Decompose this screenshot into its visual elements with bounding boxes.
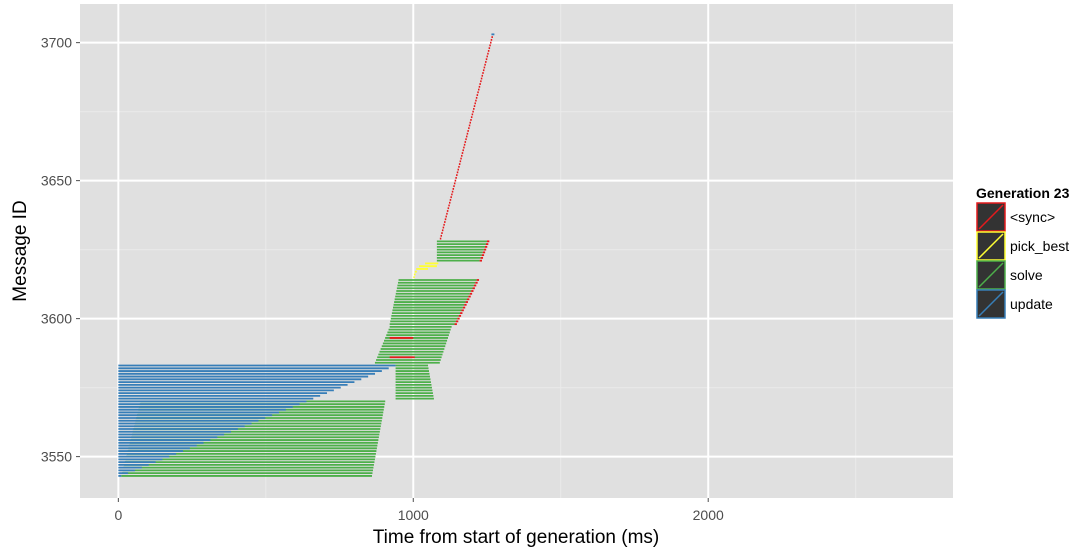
legend-key-line-sync [978, 204, 1004, 230]
legend-key-line-solve [978, 262, 1004, 288]
x-tick-label: 0 [114, 507, 122, 523]
x-tick-label: 1000 [398, 507, 429, 523]
legend-key-line-pick-best [978, 233, 1004, 259]
y-tick-label: 3600 [41, 311, 72, 327]
x-tick-label: 2000 [693, 507, 724, 523]
y-axis-ticks: 3550 3600 3650 3700 [41, 35, 80, 465]
legend-label-sync: <sync> [1010, 209, 1055, 225]
legend-key-line-update [978, 291, 1004, 317]
y-tick-label: 3650 [41, 173, 72, 189]
legend-label-solve: solve [1010, 267, 1043, 283]
y-tick-label: 3550 [41, 449, 72, 465]
y-tick-label: 3700 [41, 35, 72, 51]
legend-label-pick-best: pick_best [1010, 238, 1069, 254]
y-axis-title: Message ID [10, 200, 31, 301]
segments [118, 33, 495, 477]
legend-title: Generation 23 [976, 185, 1070, 201]
x-axis-ticks: 0 1000 2000 [114, 498, 724, 523]
legend-label-update: update [1010, 296, 1053, 312]
x-axis-title: Time from start of generation (ms) [373, 527, 659, 548]
